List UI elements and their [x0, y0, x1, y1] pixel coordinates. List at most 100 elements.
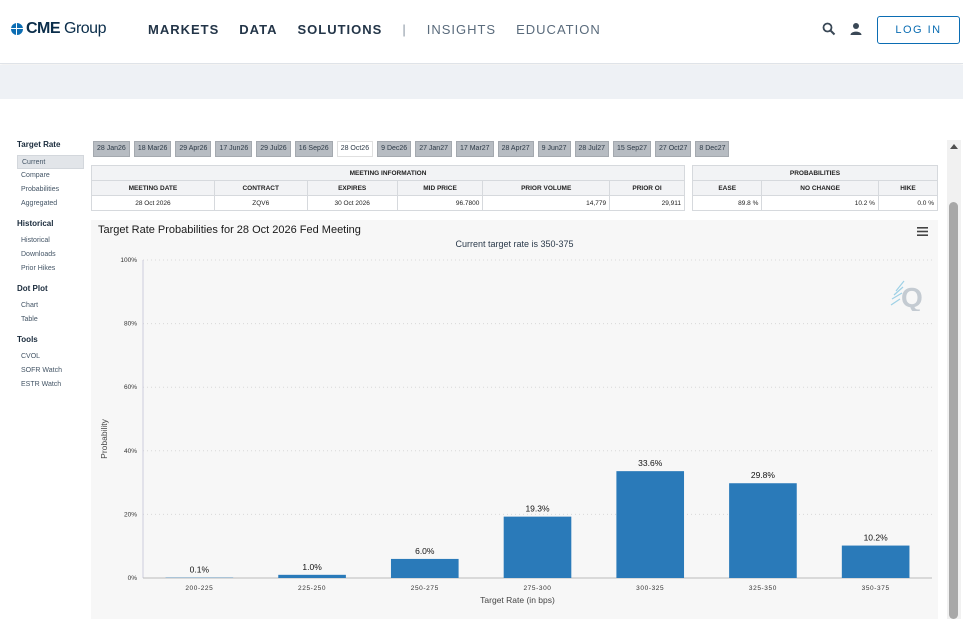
- page-scrollbar[interactable]: [947, 140, 961, 619]
- sidebar-item-current[interactable]: Current: [17, 155, 84, 169]
- y-tick-label: 40%: [124, 448, 137, 455]
- tab-meeting-date[interactable]: 9 Jun27: [537, 141, 571, 157]
- tab-meeting-date[interactable]: 17 Mar27: [456, 141, 494, 157]
- tab-meeting-date[interactable]: 28 Jul27: [574, 141, 609, 157]
- sidebar-heading: Target Rate: [17, 140, 61, 149]
- scroll-thumb[interactable]: [949, 202, 958, 619]
- quikstrike-logo-icon: Q: [890, 280, 923, 311]
- tab-meeting-date[interactable]: 15 Sep27: [613, 141, 651, 157]
- meeting-information-title: MEETING INFORMATION: [91, 165, 685, 181]
- login-button[interactable]: LOG IN: [877, 16, 960, 44]
- meeting-information-table: MEETING INFORMATION MEETING DATE CONTRAC…: [91, 165, 685, 211]
- x-tick-label: 325-350: [749, 585, 777, 592]
- user-icon[interactable]: [849, 22, 863, 36]
- cell-expires: 30 Oct 2026: [306, 195, 398, 211]
- bar-data-label: 10.2%: [864, 533, 889, 543]
- sidebar-item-historical[interactable]: Historical: [21, 237, 50, 244]
- bar: [503, 516, 572, 578]
- y-tick-label: 20%: [124, 511, 137, 518]
- sidebar-item-cvol[interactable]: CVOL: [21, 353, 41, 360]
- logo-text-group: Group: [60, 20, 106, 37]
- bar: [841, 545, 910, 578]
- sidebar-item-sofr-watch[interactable]: SOFR Watch: [21, 367, 62, 374]
- sidebar-item-downloads[interactable]: Downloads: [21, 251, 56, 258]
- col-contract: CONTRACT: [213, 180, 308, 196]
- nav-data[interactable]: DATA: [239, 22, 278, 37]
- globe-icon: [11, 23, 23, 35]
- sidebar-group-target-rate: Target Rate Current Compare Probabilitie…: [17, 140, 87, 211]
- y-tick-label: 0%: [128, 575, 138, 582]
- sidebar-item-chart[interactable]: Chart: [21, 302, 39, 309]
- sidebar-item-table[interactable]: Table: [21, 316, 38, 323]
- tab-meeting-date[interactable]: 28 Jan26: [93, 141, 130, 157]
- header-icons: [822, 22, 876, 36]
- svg-text:Q: Q: [901, 282, 923, 311]
- sidebar-group-dot-plot: Dot Plot Chart Table: [17, 284, 87, 327]
- x-tick-label: 350-375: [862, 585, 890, 592]
- top-navigation: CME Group MARKETS DATA SOLUTIONS | INSIG…: [0, 0, 963, 64]
- header-band: [0, 65, 963, 99]
- sidebar-heading: Historical: [17, 219, 54, 228]
- y-tick-label: 100%: [120, 257, 137, 264]
- x-tick-label: 275-300: [523, 585, 551, 592]
- col-expires: EXPIRES: [306, 180, 398, 196]
- cell-contract: ZQV6: [213, 195, 308, 211]
- sidebar-heading: Dot Plot: [17, 284, 48, 293]
- bar-data-label: 0.1%: [190, 565, 210, 575]
- y-axis-title: Probability: [99, 418, 109, 458]
- chart-subtitle: Current target rate is 350-375: [455, 239, 574, 249]
- sidebar-item-prior-hikes[interactable]: Prior Hikes: [21, 265, 56, 272]
- bar-chart: 0% 20% 40% 60% 80% 100% 0.1% 200-225 1.0% 225-250…: [99, 257, 932, 605]
- tab-meeting-date[interactable]: 29 Jul26: [256, 141, 291, 157]
- nav-education[interactable]: EDUCATION: [516, 22, 601, 37]
- col-hike: HIKE: [877, 180, 939, 196]
- sidebar-item-probabilities[interactable]: Probabilities: [21, 186, 60, 193]
- x-axis-title: Target Rate (in bps): [480, 595, 555, 605]
- cell-prior-volume: 14,779: [482, 195, 611, 211]
- cell-prior-oi: 29,911: [609, 195, 685, 211]
- cell-no-change: 10.2 %: [761, 195, 879, 211]
- nav-markets[interactable]: MARKETS: [148, 22, 220, 37]
- x-tick-label: 200-225: [185, 585, 213, 592]
- y-tick-label: 60%: [124, 384, 137, 391]
- bar-data-label: 33.6%: [638, 458, 663, 468]
- col-meeting-date: MEETING DATE: [91, 180, 215, 196]
- sidebar-item-aggregated[interactable]: Aggregated: [21, 200, 58, 207]
- cell-meeting-date: 28 Oct 2026: [91, 195, 215, 211]
- scroll-up-arrow-icon[interactable]: [950, 144, 958, 149]
- tab-meeting-date[interactable]: 18 Mar26: [133, 141, 172, 157]
- sidebar: Target Rate Current Compare Probabilitie…: [17, 140, 87, 400]
- col-mid-price: MID PRICE: [396, 180, 484, 196]
- table-row: 28 Oct 2026 ZQV6 30 Oct 2026 96.7800 14,…: [91, 195, 685, 211]
- x-tick-label: 250-275: [411, 585, 439, 592]
- col-no-change: NO CHANGE: [761, 180, 879, 196]
- probabilities-title: PROBABILITIES: [692, 165, 938, 181]
- chart-title: Target Rate Probabilities for 28 Oct 202…: [98, 224, 361, 236]
- sidebar-item-estr-watch[interactable]: ESTR Watch: [21, 381, 62, 388]
- col-ease: EASE: [691, 180, 763, 196]
- hamburger-menu-icon[interactable]: [917, 227, 928, 236]
- nav-solutions[interactable]: SOLUTIONS: [297, 22, 383, 37]
- tab-meeting-date[interactable]: 8 Dec27: [695, 141, 730, 157]
- bar-data-label: 29.8%: [751, 470, 776, 480]
- tab-meeting-date[interactable]: 28 Apr27: [497, 141, 534, 157]
- tab-meeting-date[interactable]: 27 Jan27: [415, 141, 452, 157]
- tab-meeting-date[interactable]: 9 Dec26: [377, 141, 412, 157]
- tab-meeting-date[interactable]: 29 Apr26: [175, 141, 212, 157]
- search-icon[interactable]: [822, 22, 836, 36]
- tab-meeting-date[interactable]: 27 Oct27: [654, 141, 692, 157]
- nav-insights[interactable]: INSIGHTS: [426, 22, 497, 37]
- sidebar-group-tools: Tools CVOL SOFR Watch ESTR Watch: [17, 335, 87, 392]
- bar: [390, 558, 459, 578]
- x-tick-label: 225-250: [298, 585, 326, 592]
- tab-meeting-date[interactable]: 16 Sep26: [294, 141, 333, 157]
- cme-group-logo[interactable]: CME Group: [11, 19, 106, 39]
- tab-meeting-date[interactable]: 17 Jun26: [215, 141, 253, 157]
- sidebar-item-compare[interactable]: Compare: [21, 172, 50, 179]
- sidebar-group-historical: Historical Historical Downloads Prior Hi…: [17, 219, 87, 276]
- bar: [278, 574, 346, 578]
- bar: [729, 483, 797, 578]
- bar-data-label: 19.3%: [525, 504, 550, 514]
- tab-meeting-date-active[interactable]: 28 Oct26: [336, 141, 374, 157]
- sidebar-heading: Tools: [17, 335, 38, 344]
